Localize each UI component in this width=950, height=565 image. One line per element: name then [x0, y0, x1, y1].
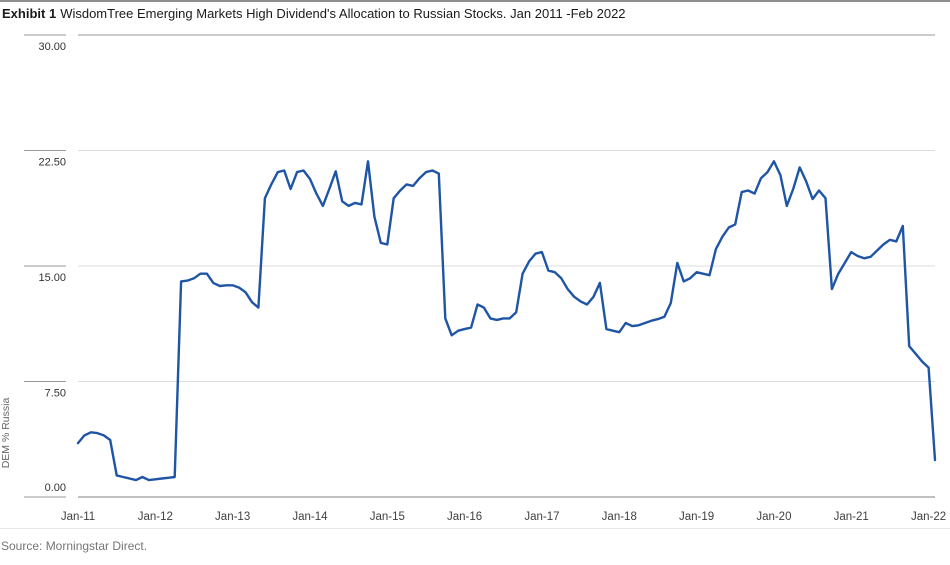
x-tick-label-jan-12: Jan-12 [138, 511, 173, 523]
y-tick-label-7.50: 7.50 [45, 388, 66, 400]
x-tick-label-jan-16: Jan-16 [447, 511, 482, 523]
x-tick-label-jan-20: Jan-20 [756, 511, 791, 523]
exhibit-title-text: WisdomTree Emerging Markets High Dividen… [60, 6, 626, 21]
source-note: Source: Morningstar Direct. [1, 539, 148, 553]
x-tick-label-jan-11: Jan-11 [61, 511, 95, 523]
exhibit-title: Exhibit 1 WisdomTree Emerging Markets Hig… [2, 6, 626, 21]
y-tick-label-0.00: 0.00 [45, 482, 66, 494]
y-tick-label-30.00: 30.00 [38, 41, 66, 53]
x-tick-label-jan-22: Jan-22 [911, 511, 946, 523]
x-tick-label-jan-17: Jan-17 [524, 511, 559, 523]
x-tick-label-jan-13: Jan-13 [215, 511, 250, 523]
allocation-line-chart: 30.00 22.50 15.00 7.50 0.00 Jan-11 Jan-12 Jan-1… [0, 34, 946, 523]
x-tick-label-jan-18: Jan-18 [602, 511, 637, 523]
x-tick-label-jan-14: Jan-14 [292, 511, 328, 523]
x-tick-label-jan-21: Jan-21 [834, 511, 869, 523]
x-tick-label-jan-15: Jan-15 [370, 511, 405, 523]
russia-allocation-line [76, 160, 937, 482]
footer-divider [0, 528, 950, 529]
y-tick-label-22.50: 22.50 [38, 157, 66, 169]
y-axis-title: DEM % Russia [0, 398, 12, 469]
exhibit-label: Exhibit 1 [2, 6, 57, 21]
y-tick-label-15.00: 15.00 [38, 272, 66, 284]
x-tick-label-jan-19: Jan-19 [679, 511, 714, 523]
